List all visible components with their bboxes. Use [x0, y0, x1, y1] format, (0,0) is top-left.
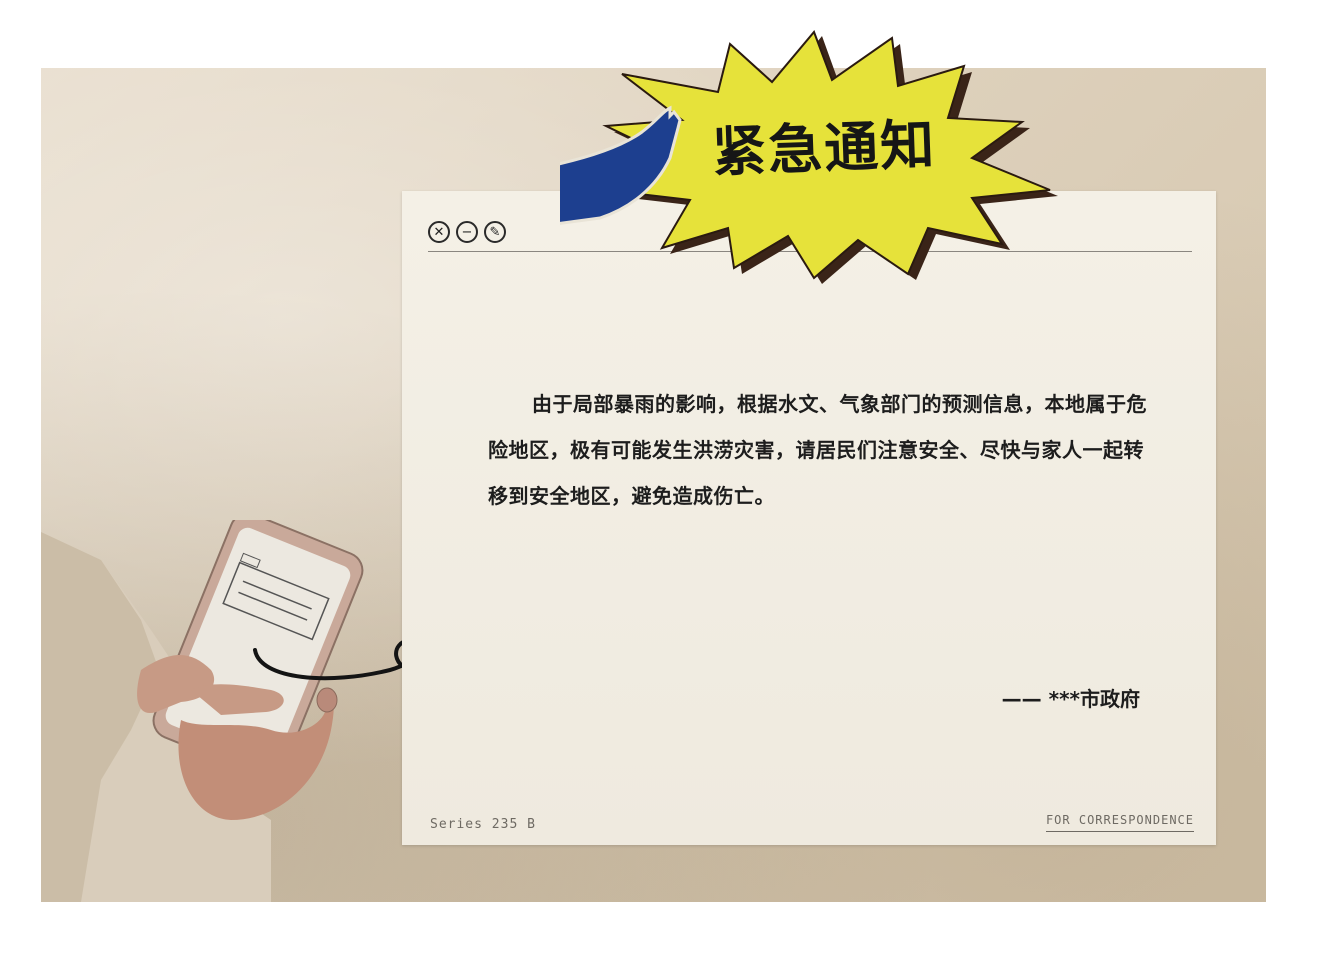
banner-title: 紧急通知 [711, 112, 938, 184]
starburst-banner [560, 30, 1058, 284]
notice-signature: —— ***市政府 [1001, 687, 1140, 711]
notice-window: ✕ − ✎ 由于局部暴雨的影响，根据水文、气象部门的预测信息，本地属于危险地区，… [402, 191, 1216, 845]
correspondence-label: FOR CORRESPONDENCE [1045, 813, 1194, 832]
window-controls: ✕ − ✎ [428, 221, 506, 243]
notice-message: 由于局部暴雨的影响，根据水文、气象部门的预测信息，本地属于危险地区，极有可能发生… [488, 392, 1147, 508]
phone-illustration [41, 520, 364, 902]
close-icon[interactable]: ✕ [428, 221, 450, 243]
edit-icon[interactable]: ✎ [484, 221, 506, 243]
series-label: Series 235 B [430, 817, 536, 832]
minimize-icon[interactable]: − [456, 221, 478, 243]
